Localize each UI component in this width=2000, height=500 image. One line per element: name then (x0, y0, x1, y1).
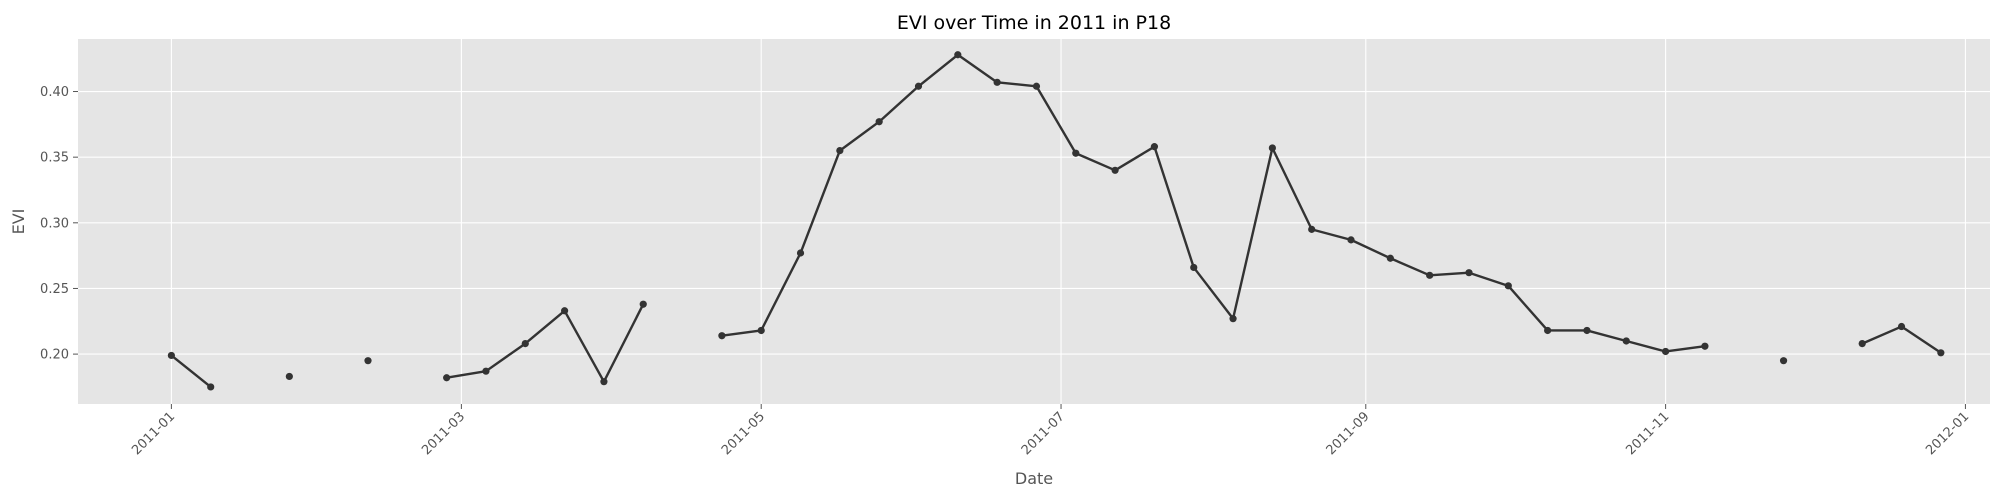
data-point (1937, 349, 1945, 357)
data-point (993, 78, 1001, 86)
data-point (757, 326, 765, 335)
data-point (1386, 254, 1394, 262)
data-point (836, 147, 844, 155)
data-point (1150, 143, 1159, 151)
data-point (1544, 326, 1552, 335)
data-point (207, 383, 215, 391)
data-point (1229, 315, 1237, 323)
data-point (1661, 347, 1670, 356)
plot-area (78, 39, 1990, 404)
y-tick-label: 0.35 (40, 151, 69, 166)
data-point (1897, 322, 1906, 331)
data-point (1701, 342, 1709, 350)
data-point (796, 249, 805, 257)
data-point (561, 307, 569, 315)
data-point (1583, 326, 1591, 335)
y-tick-label: 0.40 (40, 85, 69, 100)
data-point (1308, 225, 1316, 233)
series-line-segment (721, 53, 1706, 353)
series-line-segment (446, 303, 645, 383)
chart-title: EVI over Time in 2011 in P18 (897, 12, 1171, 34)
data-point (1858, 340, 1866, 348)
data-point (600, 378, 608, 386)
data-point (875, 118, 883, 126)
data-point (639, 300, 647, 308)
series-layer (167, 51, 1945, 391)
data-point (167, 351, 175, 360)
data-point (521, 340, 529, 348)
data-point (1111, 166, 1119, 174)
data-point (954, 51, 962, 59)
data-point (364, 357, 372, 365)
data-point (1779, 357, 1788, 365)
data-point (1032, 82, 1041, 90)
data-point (1426, 271, 1434, 279)
data-point (1268, 144, 1276, 152)
grid-lines (78, 39, 1990, 404)
y-tick-label: 0.30 (40, 216, 69, 231)
data-point (1347, 236, 1355, 244)
x-axis-label: Date (1015, 469, 1053, 488)
series-line-segment (170, 354, 212, 388)
y-tick-label: 0.20 (40, 348, 69, 363)
data-point (1622, 337, 1630, 345)
data-point (285, 372, 293, 381)
y-tick-label: 0.25 (40, 282, 69, 297)
data-point (1190, 263, 1198, 272)
y-axis-label: EVI (9, 209, 28, 235)
data-point (1504, 282, 1512, 290)
data-point (1465, 269, 1473, 277)
data-point (1072, 149, 1080, 157)
data-point (914, 82, 923, 90)
data-point (482, 367, 490, 375)
data-point (443, 374, 451, 382)
data-point (718, 332, 726, 340)
